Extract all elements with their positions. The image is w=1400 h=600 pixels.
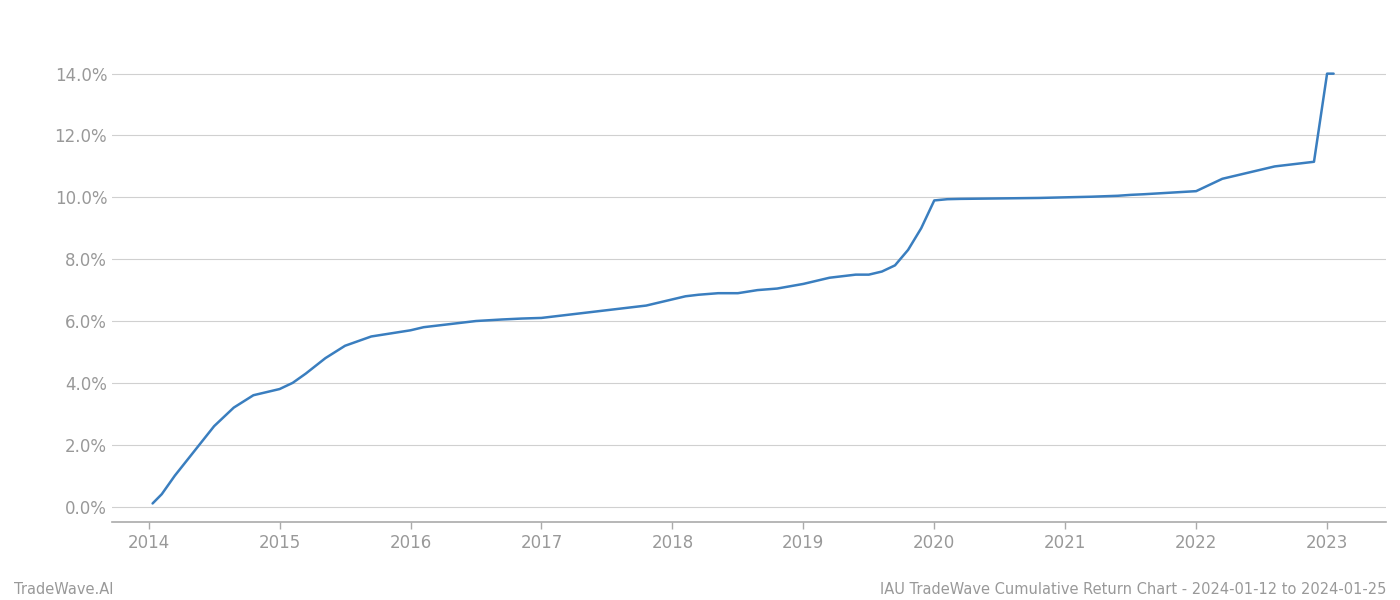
- Text: IAU TradeWave Cumulative Return Chart - 2024-01-12 to 2024-01-25: IAU TradeWave Cumulative Return Chart - …: [879, 582, 1386, 597]
- Text: TradeWave.AI: TradeWave.AI: [14, 582, 113, 597]
